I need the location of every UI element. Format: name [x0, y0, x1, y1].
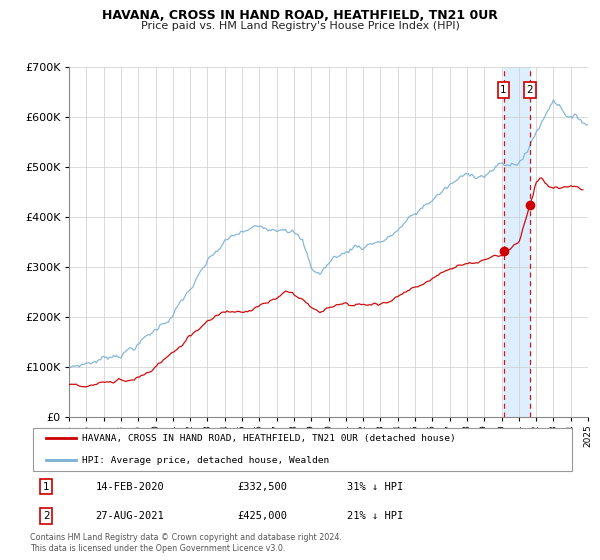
Text: 21% ↓ HPI: 21% ↓ HPI — [347, 511, 403, 521]
FancyBboxPatch shape — [33, 427, 572, 472]
Text: HPI: Average price, detached house, Wealden: HPI: Average price, detached house, Weal… — [82, 456, 329, 465]
Text: 1: 1 — [500, 85, 507, 95]
Text: Price paid vs. HM Land Registry's House Price Index (HPI): Price paid vs. HM Land Registry's House … — [140, 21, 460, 31]
Bar — [503, 67, 530, 417]
Text: 27-AUG-2021: 27-AUG-2021 — [95, 511, 164, 521]
Text: 14-FEB-2020: 14-FEB-2020 — [95, 482, 164, 492]
Text: 31% ↓ HPI: 31% ↓ HPI — [347, 482, 403, 492]
Text: £425,000: £425,000 — [238, 511, 287, 521]
Text: Contains HM Land Registry data © Crown copyright and database right 2024.
This d: Contains HM Land Registry data © Crown c… — [30, 533, 342, 553]
Text: 2: 2 — [527, 85, 533, 95]
Text: HAVANA, CROSS IN HAND ROAD, HEATHFIELD, TN21 0UR (detached house): HAVANA, CROSS IN HAND ROAD, HEATHFIELD, … — [82, 434, 455, 443]
Text: HAVANA, CROSS IN HAND ROAD, HEATHFIELD, TN21 0UR: HAVANA, CROSS IN HAND ROAD, HEATHFIELD, … — [102, 9, 498, 22]
Text: 1: 1 — [43, 482, 50, 492]
Text: £332,500: £332,500 — [238, 482, 287, 492]
Text: 2: 2 — [43, 511, 50, 521]
